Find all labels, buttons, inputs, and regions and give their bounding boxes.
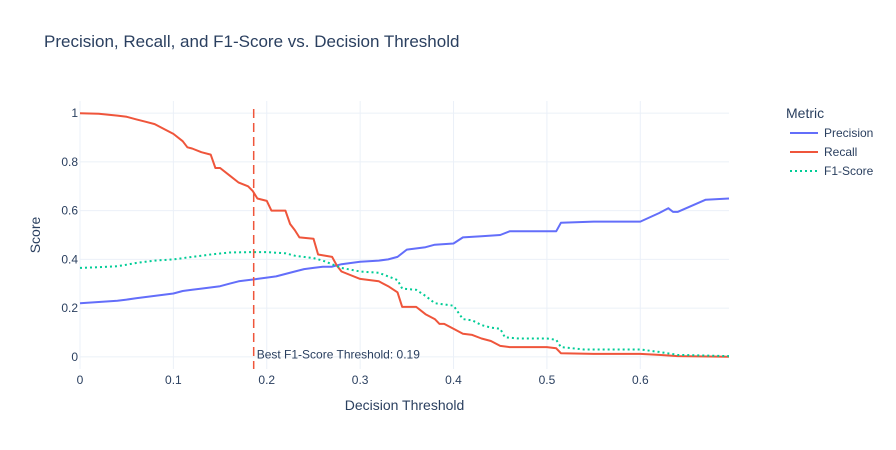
y-tick-label: 0.4 xyxy=(61,252,78,266)
legend-label: Recall xyxy=(824,145,857,159)
legend-title: Metric xyxy=(786,105,824,121)
legend-item-f1-score[interactable]: F1-Score xyxy=(790,164,874,178)
legend-label: Precision xyxy=(824,126,873,140)
grid xyxy=(79,101,729,369)
x-axis-ticks: 0 0.1 0.2 0.3 0.4 0.5 0.6 xyxy=(77,373,649,387)
chart-title: Precision, Recall, and F1-Score vs. Deci… xyxy=(44,32,460,51)
series-line-f1-score xyxy=(79,251,730,358)
legend-label: F1-Score xyxy=(824,164,874,178)
y-axis-ticks: 0 0.2 0.4 0.6 0.8 1 xyxy=(61,106,78,364)
y-tick-label: 1 xyxy=(71,106,78,120)
x-tick-label: 0.6 xyxy=(632,373,649,387)
legend-item-precision[interactable]: Precision xyxy=(790,126,873,140)
series-layer xyxy=(79,112,730,358)
series-line-precision xyxy=(79,197,730,305)
y-tick-label: 0.2 xyxy=(61,301,78,315)
x-tick-label: 0.3 xyxy=(352,373,369,387)
y-tick-label: 0.6 xyxy=(61,204,78,218)
x-tick-label: 0 xyxy=(77,373,84,387)
y-axis-title: Score xyxy=(27,217,43,254)
x-tick-label: 0.5 xyxy=(539,373,556,387)
x-tick-label: 0.1 xyxy=(165,373,182,387)
x-tick-label: 0.4 xyxy=(445,373,462,387)
y-tick-label: 0.8 xyxy=(61,155,78,169)
x-axis-title: Decision Threshold xyxy=(345,397,465,413)
threshold-layer: Best F1-Score Threshold: 0.19 xyxy=(252,109,421,369)
legend-item-recall[interactable]: Recall xyxy=(790,145,857,159)
y-tick-label: 0 xyxy=(71,350,78,364)
series-line-recall xyxy=(79,112,730,358)
threshold-annotation: Best F1-Score Threshold: 0.19 xyxy=(257,348,421,362)
x-tick-label: 0.2 xyxy=(258,373,275,387)
